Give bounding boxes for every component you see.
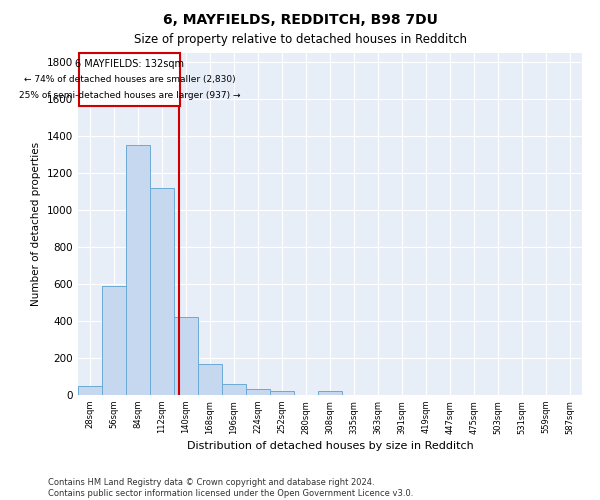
- Text: ← 74% of detached houses are smaller (2,830): ← 74% of detached houses are smaller (2,…: [24, 76, 236, 84]
- Bar: [174, 317, 198, 395]
- Bar: [318, 392, 342, 395]
- Bar: [270, 392, 294, 395]
- Y-axis label: Number of detached properties: Number of detached properties: [31, 142, 41, 306]
- Bar: [78, 386, 102, 395]
- Text: Contains HM Land Registry data © Crown copyright and database right 2024.
Contai: Contains HM Land Registry data © Crown c…: [48, 478, 413, 498]
- Bar: [102, 286, 126, 395]
- Bar: [222, 384, 246, 395]
- Text: 6, MAYFIELDS, REDDITCH, B98 7DU: 6, MAYFIELDS, REDDITCH, B98 7DU: [163, 12, 437, 26]
- Text: 25% of semi-detached houses are larger (937) →: 25% of semi-detached houses are larger (…: [19, 91, 241, 100]
- X-axis label: Distribution of detached houses by size in Redditch: Distribution of detached houses by size …: [187, 441, 473, 451]
- Bar: [198, 364, 222, 395]
- Bar: [126, 145, 150, 395]
- Bar: [246, 390, 270, 395]
- Bar: [150, 188, 174, 395]
- FancyBboxPatch shape: [79, 54, 181, 106]
- Text: Size of property relative to detached houses in Redditch: Size of property relative to detached ho…: [133, 32, 467, 46]
- Text: 6 MAYFIELDS: 132sqm: 6 MAYFIELDS: 132sqm: [75, 59, 184, 69]
